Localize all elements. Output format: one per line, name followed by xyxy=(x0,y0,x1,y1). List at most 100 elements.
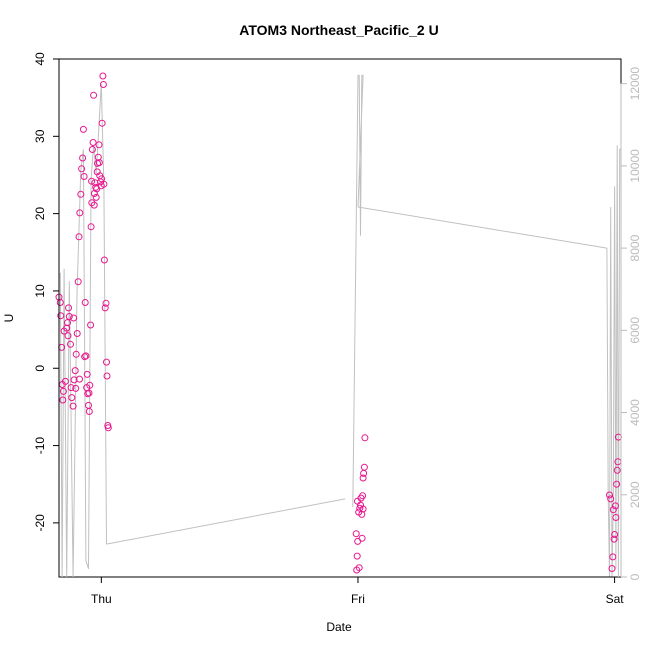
data-point xyxy=(101,304,109,312)
right-tick-label: 8000 xyxy=(628,234,642,261)
data-point xyxy=(80,173,88,180)
left-tick-label: 0 xyxy=(33,365,47,372)
data-point xyxy=(353,552,361,560)
data-point xyxy=(64,319,71,327)
right-tick-label: 10000 xyxy=(628,149,642,183)
left-tick-label: -20 xyxy=(33,514,47,532)
left-tick-label: 40 xyxy=(33,52,47,66)
data-point xyxy=(68,394,76,402)
left-y-axis: -20 -10 0 10 20 30 40 xyxy=(33,52,60,532)
data-point xyxy=(98,175,106,183)
data-point xyxy=(356,504,364,512)
right-tick-label: 12000 xyxy=(628,67,642,101)
data-point xyxy=(75,233,83,241)
data-point xyxy=(72,350,80,358)
data-point xyxy=(59,387,67,395)
line-connector-1 xyxy=(106,498,346,545)
data-point xyxy=(87,223,95,231)
data-point xyxy=(611,531,619,538)
data-point xyxy=(78,165,86,173)
data-point xyxy=(84,390,92,398)
data-point xyxy=(613,466,621,474)
data-point xyxy=(103,358,110,366)
line-segment-fri xyxy=(352,74,364,508)
data-point xyxy=(81,353,89,361)
data-point xyxy=(65,313,73,320)
data-point xyxy=(69,402,77,410)
data-point xyxy=(95,159,103,167)
scatter-points xyxy=(55,72,622,574)
data-point xyxy=(93,168,101,176)
data-point xyxy=(70,314,78,322)
data-point xyxy=(85,408,93,415)
data-point xyxy=(611,502,619,510)
data-point xyxy=(99,81,107,88)
data-point xyxy=(89,139,97,146)
data-point xyxy=(87,321,95,329)
data-point xyxy=(72,384,80,392)
data-point xyxy=(359,492,367,500)
data-point xyxy=(612,514,620,521)
left-tick-label: -10 xyxy=(33,437,47,455)
line-connector-2 xyxy=(357,206,607,249)
data-point xyxy=(83,370,91,378)
data-point xyxy=(79,125,87,133)
data-point xyxy=(606,491,613,499)
data-point xyxy=(88,177,96,185)
plot-frame xyxy=(58,58,622,578)
x-axis-label: Date xyxy=(326,620,352,634)
data-point xyxy=(57,312,65,320)
data-point xyxy=(59,396,67,404)
data-point xyxy=(61,377,69,385)
data-point xyxy=(359,505,367,513)
data-point xyxy=(358,534,366,542)
data-point xyxy=(613,480,621,488)
data-point xyxy=(56,299,64,306)
right-y-axis: 0 2000 4000 6000 8000 10000 12000 xyxy=(620,67,642,580)
data-point xyxy=(607,495,615,503)
data-point xyxy=(86,381,94,389)
left-tick-label: 20 xyxy=(33,207,47,221)
data-point xyxy=(64,332,72,340)
data-point xyxy=(82,352,90,360)
data-point xyxy=(98,119,106,127)
data-point xyxy=(99,72,107,80)
data-point xyxy=(103,372,111,380)
data-point xyxy=(608,565,616,572)
data-point xyxy=(609,553,617,561)
data-point xyxy=(79,154,87,162)
x-tick-label: Thu xyxy=(91,592,112,606)
data-point xyxy=(100,256,108,264)
data-point xyxy=(77,190,85,198)
data-point xyxy=(88,146,96,153)
data-point xyxy=(88,199,96,207)
data-point xyxy=(102,299,110,307)
data-point xyxy=(85,401,92,409)
data-point xyxy=(70,376,78,384)
data-point xyxy=(67,384,75,392)
x-tick-label: Sat xyxy=(606,592,625,606)
data-point xyxy=(74,278,82,286)
data-point xyxy=(85,389,93,397)
right-tick-label: 4000 xyxy=(628,399,642,426)
data-point xyxy=(90,91,98,99)
data-point xyxy=(95,141,103,149)
data-point xyxy=(104,424,112,432)
line-segment-thu xyxy=(59,83,107,578)
right-tick-label: 6000 xyxy=(628,317,642,344)
data-point xyxy=(361,434,369,442)
y-axis-label: U xyxy=(2,314,16,323)
data-point xyxy=(73,330,81,337)
data-point xyxy=(90,201,98,209)
data-point xyxy=(81,299,89,306)
data-point xyxy=(359,474,367,482)
chart-title: ATOM3 Northeast_Pacific_2 U xyxy=(239,22,438,38)
left-tick-label: 30 xyxy=(33,129,47,143)
x-tick-label: Fri xyxy=(351,592,365,606)
data-point xyxy=(609,506,617,514)
right-tick-label: 0 xyxy=(628,573,642,580)
right-tick-label: 2000 xyxy=(628,481,642,508)
data-point xyxy=(71,367,79,375)
